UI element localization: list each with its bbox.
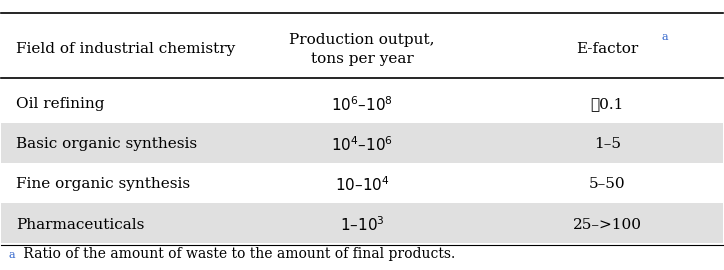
Text: Oil refining: Oil refining [16,97,104,111]
Text: a: a [661,32,668,42]
Text: $10$–$10^4$: $10$–$10^4$ [334,175,390,194]
Text: $10^4$–$10^6$: $10^4$–$10^6$ [331,135,393,154]
Text: 1–5: 1–5 [594,137,620,151]
FancyBboxPatch shape [1,123,723,163]
Text: E-factor: E-factor [576,42,639,56]
Text: Field of industrial chemistry: Field of industrial chemistry [16,42,235,56]
Text: ≪0.1: ≪0.1 [591,97,624,111]
Text: Fine organic synthesis: Fine organic synthesis [16,177,190,191]
Text: Ratio of the amount of waste to the amount of final products.: Ratio of the amount of waste to the amou… [20,247,455,261]
Text: $10^6$–$10^8$: $10^6$–$10^8$ [331,95,393,114]
Text: Basic organic synthesis: Basic organic synthesis [16,137,197,151]
Text: $1$–$10^3$: $1$–$10^3$ [340,215,384,234]
Text: 25–>100: 25–>100 [573,218,641,231]
Text: Production output,
tons per year: Production output, tons per year [290,33,434,66]
FancyBboxPatch shape [1,203,723,243]
Text: a: a [9,250,15,260]
Text: Pharmaceuticals: Pharmaceuticals [16,218,144,231]
Text: 5–50: 5–50 [589,177,626,191]
